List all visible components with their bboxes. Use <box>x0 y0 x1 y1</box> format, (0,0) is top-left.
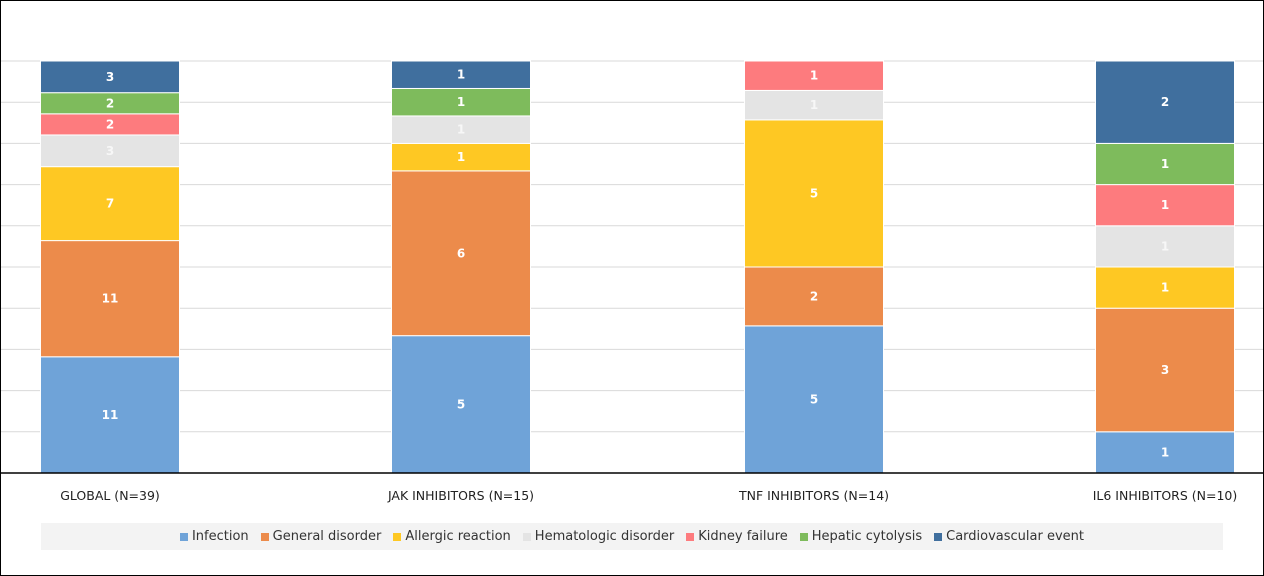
legend-item: Allergic reaction <box>393 529 511 544</box>
data-label: 1 <box>457 95 465 109</box>
bar-segment <box>40 356 180 474</box>
bar-segment <box>391 115 531 144</box>
legend-item: Hematologic disorder <box>522 529 675 544</box>
bar-segment <box>40 166 180 242</box>
data-label: 11 <box>102 408 119 422</box>
legend-swatch <box>260 532 269 541</box>
data-label: 5 <box>810 392 818 406</box>
bar-segment <box>40 240 180 358</box>
bar-segment <box>744 325 884 474</box>
data-label: 5 <box>457 397 465 411</box>
data-label: 2 <box>106 96 114 110</box>
bar-segment <box>391 142 531 172</box>
bar-segment <box>1095 266 1235 309</box>
legend-item: General disorder <box>260 529 382 544</box>
data-label: 2 <box>1161 95 1169 109</box>
bar-segment <box>1095 307 1235 433</box>
data-label: 7 <box>106 197 114 211</box>
legend-label: Hepatic cytolysis <box>811 529 923 544</box>
data-label: 1 <box>457 68 465 82</box>
gridlines <box>1 60 1263 474</box>
bar-segment <box>391 170 531 337</box>
bar-segment <box>744 60 884 91</box>
data-label: 2 <box>810 289 818 303</box>
legend-label: Infection <box>191 529 249 544</box>
data-label: 1 <box>457 150 465 164</box>
data-label: 3 <box>106 144 114 158</box>
data-label: 1 <box>1161 198 1169 212</box>
data-label: 1 <box>810 98 818 112</box>
bar-segment <box>391 60 531 89</box>
data-label: 3 <box>1161 363 1169 377</box>
legend-swatch <box>393 532 402 541</box>
data-label: 2 <box>106 117 114 131</box>
data-label: 1 <box>1161 157 1169 171</box>
data-label: 1 <box>1161 281 1169 295</box>
category-labels: GLOBAL (N=39) JAK INHIBITORS (N=15) TNF IN… <box>60 488 1237 503</box>
legend: Infection General disorder Allergic reacti… <box>41 523 1223 550</box>
legend-item: Hepatic cytolysis <box>799 529 923 544</box>
legend-label: Kidney failure <box>698 529 788 544</box>
legend-item: Kidney failure <box>686 529 788 544</box>
bar-segment <box>1095 184 1235 227</box>
category-label: TNF INHIBITORS (N=14) <box>738 488 889 503</box>
data-label: 1 <box>810 69 818 83</box>
bar-segment <box>744 89 884 121</box>
legend-item: Infection <box>179 529 249 544</box>
category-label: IL6 INHIBITORS (N=10) <box>1093 488 1238 503</box>
data-label: 1 <box>1161 445 1169 459</box>
legend-swatch <box>934 532 943 541</box>
bar-segment <box>391 335 531 474</box>
bar-segment <box>40 60 180 94</box>
category-label: GLOBAL (N=39) <box>60 488 160 503</box>
legend-label: Hematologic disorder <box>534 529 675 544</box>
legend-label: Cardiovascular event <box>946 529 1085 544</box>
data-label: 11 <box>102 292 119 306</box>
bar-segment <box>744 119 884 268</box>
bar-segment <box>1095 60 1235 144</box>
bar-segment <box>391 87 531 117</box>
category-label: JAK INHIBITORS (N=15) <box>387 488 534 503</box>
legend-swatch <box>522 532 531 541</box>
data-label: 6 <box>457 246 465 260</box>
legend-label: General disorder <box>272 529 382 544</box>
bar-segment <box>1095 142 1235 186</box>
data-label: 1 <box>1161 239 1169 253</box>
bar-segment <box>40 134 180 168</box>
bar-segment <box>1095 431 1235 474</box>
data-label: 1 <box>457 123 465 137</box>
legend-swatch <box>799 532 808 541</box>
bar-segment <box>744 266 884 327</box>
legend-label: Allergic reaction <box>405 529 511 544</box>
bar-segment <box>1095 225 1235 268</box>
legend-swatch <box>179 532 188 541</box>
legend-item: Cardiovascular event <box>934 529 1084 544</box>
legend-swatch <box>686 532 695 541</box>
data-label: 3 <box>106 70 114 84</box>
data-label: 5 <box>810 186 818 200</box>
